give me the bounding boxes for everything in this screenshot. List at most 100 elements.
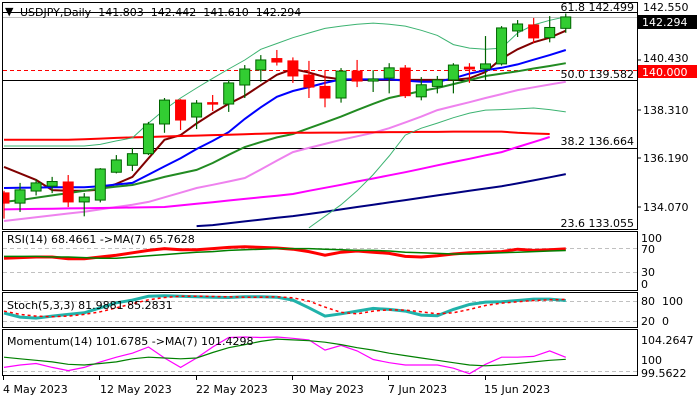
rsi-axis-70: 70 <box>641 243 655 256</box>
current-price-label: 142.294 <box>642 16 688 29</box>
fib-label-23-6: 23.6 133.055 <box>561 217 634 230</box>
candle <box>319 70 331 108</box>
candle <box>14 182 26 212</box>
stoch-axis-80: 80 <box>641 295 655 308</box>
candle <box>271 49 283 66</box>
candle <box>431 75 443 94</box>
fib-label-38-2: 38.2 136.664 <box>561 135 634 148</box>
candle-body <box>287 60 299 77</box>
header-close: 142.294 <box>256 6 302 19</box>
stoch-label: Stoch(5,3,3) 81.9881 85.2831 <box>7 299 173 312</box>
stoch-axis-0: 0 <box>662 315 669 328</box>
candle-body <box>351 70 363 82</box>
price-tick: 136.190 <box>643 152 689 165</box>
candle-body <box>383 67 395 79</box>
date-axis: 4 May 2023 12 May 2023 22 May 2023 30 Ma… <box>3 383 550 396</box>
rsi-series-1 <box>4 247 566 259</box>
header-high: 142.442 <box>151 6 197 19</box>
candle-body <box>399 67 411 97</box>
candle-body <box>271 58 283 63</box>
rsi-label: RSI(14) 68.4661 ->MA(7) 65.7628 <box>7 233 195 246</box>
overlay-line-3 <box>3 80 566 222</box>
price-tick: 134.070 <box>643 201 689 214</box>
candle <box>351 59 363 88</box>
candle <box>560 13 572 33</box>
collapse-arrow-icon[interactable]: ▼ <box>5 5 14 18</box>
symbol-timeframe: USDJPY,Daily <box>20 6 92 19</box>
candle <box>159 98 170 133</box>
candle-body <box>142 123 154 155</box>
level-price-box <box>638 65 697 78</box>
candle <box>463 63 475 83</box>
momentum-series-0 <box>3 336 567 375</box>
overlay-line-5 <box>196 173 566 228</box>
rsi-axis-30: 30 <box>641 266 655 279</box>
date-label: 22 May 2023 <box>196 383 268 396</box>
candle <box>496 26 508 66</box>
date-label: 30 May 2023 <box>292 383 364 396</box>
candle <box>544 16 556 43</box>
overlay-line-8 <box>308 107 566 229</box>
momentum-axis-min: 99.5622 <box>641 367 687 380</box>
candle <box>528 17 540 44</box>
candle <box>335 68 347 103</box>
candle-body <box>126 153 138 166</box>
overlay-line-4 <box>3 136 551 211</box>
candle <box>383 63 395 94</box>
momentum-axis-100: 100 <box>641 354 662 367</box>
candle <box>3 190 10 219</box>
candle-body <box>14 189 26 204</box>
candle <box>46 176 58 194</box>
candle-body <box>207 102 219 105</box>
candle <box>447 63 459 94</box>
price-tick: 138.310 <box>643 104 689 117</box>
momentum-panel[interactable] <box>2 329 638 376</box>
price-tick: 142.550 <box>643 1 689 14</box>
candle <box>207 94 219 111</box>
indicator-plots <box>3 245 637 380</box>
price-plot <box>3 12 637 229</box>
candle <box>399 65 411 98</box>
overlay-line-7 <box>4 16 566 147</box>
candle <box>175 99 187 131</box>
header-low: 141.610 <box>203 6 249 19</box>
candle <box>223 79 235 112</box>
candle-body <box>512 23 524 32</box>
stoch-panel[interactable] <box>2 292 638 328</box>
candle-body <box>78 196 90 203</box>
candle <box>78 193 90 217</box>
rsi-axis-100: 100 <box>641 232 662 245</box>
candle-body <box>94 168 106 201</box>
main-price-panel[interactable] <box>2 2 638 230</box>
header-open: 141.803 <box>98 6 144 19</box>
rsi-panel[interactable] <box>2 231 638 291</box>
date-label: 4 May 2023 <box>3 383 68 396</box>
candle-body <box>463 66 475 70</box>
rsi-axis-0: 0 <box>641 278 648 291</box>
momentum-axis-max: 104.2647 <box>641 334 694 347</box>
candle-body <box>431 79 443 87</box>
candle-body <box>30 182 42 192</box>
candle <box>30 179 42 196</box>
momentum-series-1 <box>3 338 566 367</box>
stoch-axis-100: 100 <box>662 295 683 308</box>
candle-body <box>239 68 251 86</box>
candle <box>512 20 524 37</box>
candle <box>126 147 138 172</box>
price-axis: 142.550 140.430 138.310 136.190 134.070 <box>637 1 689 214</box>
date-label: 7 Jun 2023 <box>388 383 447 396</box>
candle <box>480 36 491 80</box>
candle-body <box>46 181 58 187</box>
candle-body <box>175 99 187 121</box>
candle-body <box>447 64 459 81</box>
candle <box>62 175 74 208</box>
candle <box>239 65 251 98</box>
level-price-label: 140.000 <box>642 66 688 79</box>
stoch-series-0 <box>3 294 566 320</box>
stoch-series-1 <box>3 295 566 318</box>
candle <box>110 155 122 174</box>
candle-body <box>480 63 491 70</box>
candle-body <box>3 192 10 204</box>
candle-body <box>560 16 572 29</box>
